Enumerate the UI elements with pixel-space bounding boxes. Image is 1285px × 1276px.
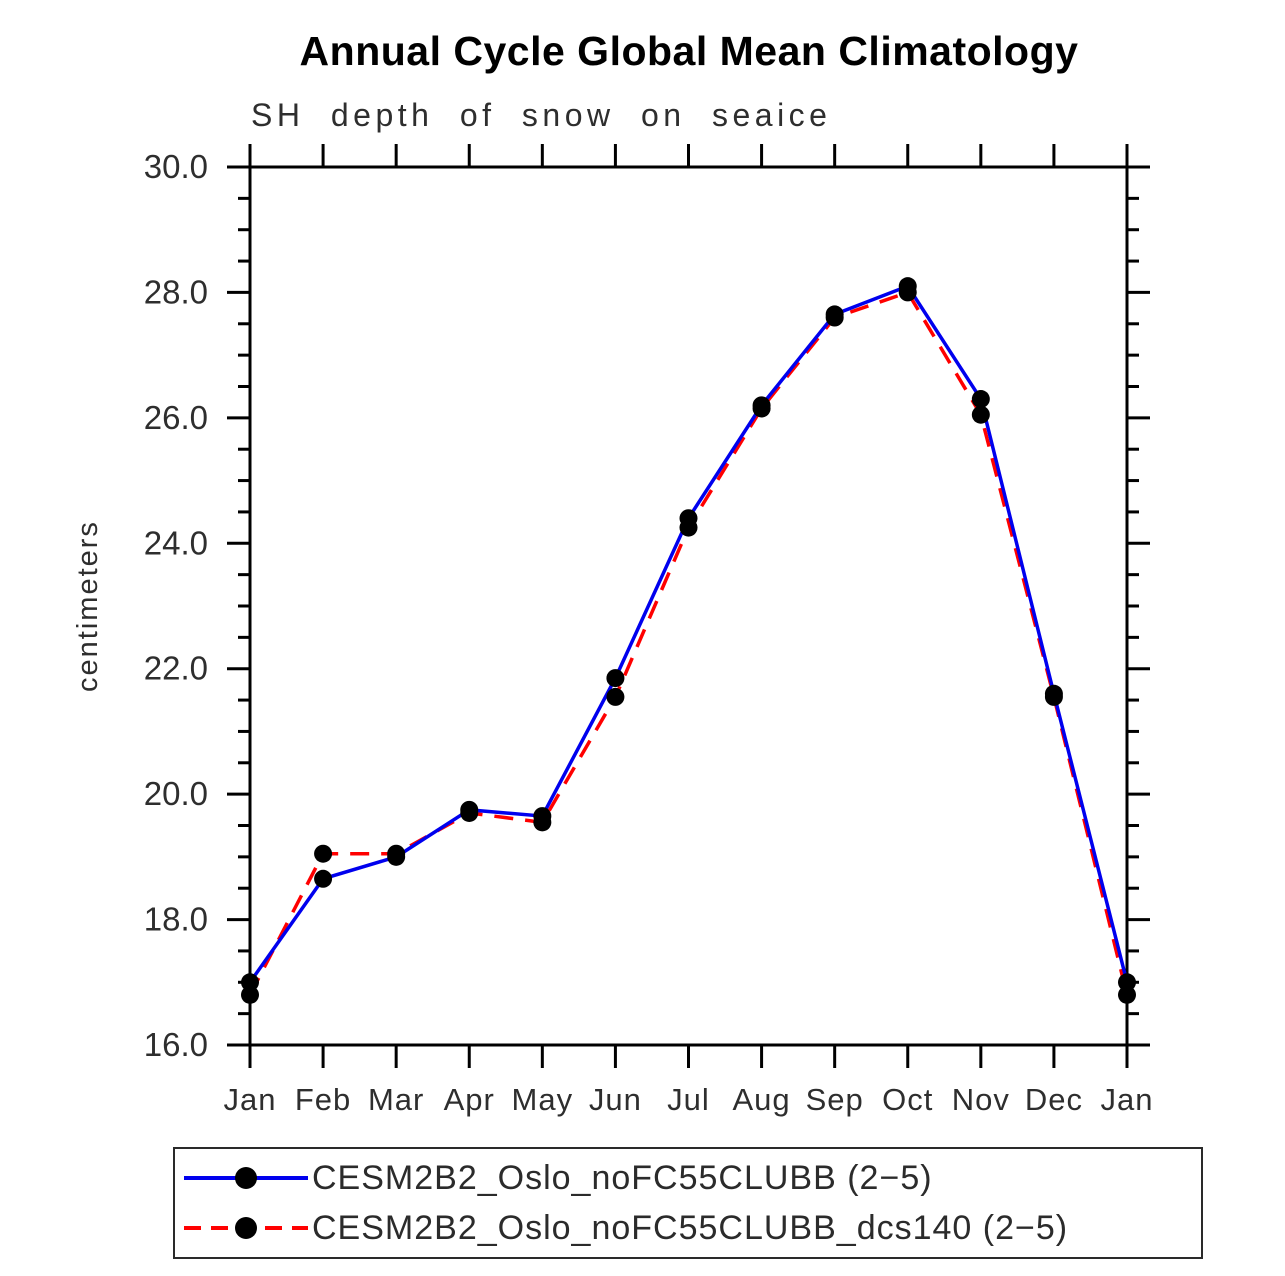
data-point-marker	[825, 308, 844, 327]
data-point-marker	[1118, 973, 1136, 992]
x-tick-label: May	[512, 1082, 574, 1117]
legend-label: CESM2B2_Oslo_noFC55CLUBB_dcs140 (2−5)	[312, 1208, 1069, 1247]
legend: CESM2B2_Oslo_noFC55CLUBB (2−5) CESM2B2_O…	[173, 1147, 1203, 1259]
data-point-marker	[1118, 985, 1136, 1004]
y-tick-label: 18.0	[144, 901, 208, 938]
data-point-marker	[752, 399, 771, 418]
chart-title: Annual Cycle Global Mean Climatology	[299, 28, 1079, 74]
x-tick-label: Mar	[368, 1082, 424, 1117]
x-tick-label: Nov	[952, 1082, 1010, 1117]
legend-marker-icon	[235, 1167, 257, 1189]
x-tick-label: Jan	[224, 1082, 277, 1117]
x-tick-label: Dec	[1025, 1082, 1083, 1117]
y-tick-label: 24.0	[144, 524, 208, 561]
legend-label: CESM2B2_Oslo_noFC55CLUBB (2−5)	[312, 1158, 933, 1197]
legend-line-sample-dashed	[184, 1217, 308, 1239]
y-tick-label: 30.0	[144, 148, 208, 185]
data-point-marker	[460, 803, 479, 822]
y-tick-label: 28.0	[144, 273, 208, 310]
y-axis-title: centimeters	[72, 520, 104, 692]
legend-line-sample-solid	[184, 1167, 308, 1189]
y-tick-label: 16.0	[144, 1026, 208, 1063]
data-point-marker	[606, 687, 625, 706]
data-point-marker	[533, 813, 552, 832]
data-point-marker	[898, 283, 917, 302]
x-tick-label: Aug	[732, 1082, 790, 1117]
x-tick-label: Apr	[444, 1082, 495, 1117]
data-point-marker	[679, 518, 698, 537]
x-tick-label: Oct	[882, 1082, 933, 1117]
chart-subtitle: SH depth of snow on seaice	[251, 97, 832, 133]
data-point-marker	[1044, 687, 1063, 706]
x-tick-label: Jan	[1101, 1082, 1154, 1117]
legend-row: CESM2B2_Oslo_noFC55CLUBB (2−5)	[180, 1153, 1201, 1203]
data-point-marker	[971, 390, 990, 409]
data-point-marker	[241, 973, 259, 992]
data-point-marker	[971, 405, 990, 424]
plot-frame	[248, 165, 1129, 1047]
y-tick-label: 26.0	[144, 399, 208, 436]
x-tick-label: Jul	[667, 1082, 710, 1117]
data-point-marker	[314, 844, 333, 863]
series-line-dashed	[248, 290, 1129, 996]
data-point-marker	[387, 844, 406, 863]
x-tick-label: Feb	[295, 1082, 351, 1117]
x-tick-label: Jun	[589, 1082, 642, 1117]
y-tick-label: 22.0	[144, 650, 208, 687]
series-line-solid	[248, 284, 1129, 984]
data-point-marker	[241, 985, 259, 1004]
x-tick-label: Sep	[806, 1082, 864, 1117]
y-tick-label: 20.0	[144, 775, 208, 812]
legend-marker-icon	[235, 1217, 257, 1239]
data-point-marker	[606, 669, 625, 688]
data-point-marker	[314, 869, 333, 888]
legend-row: CESM2B2_Oslo_noFC55CLUBB_dcs140 (2−5)	[180, 1203, 1201, 1253]
